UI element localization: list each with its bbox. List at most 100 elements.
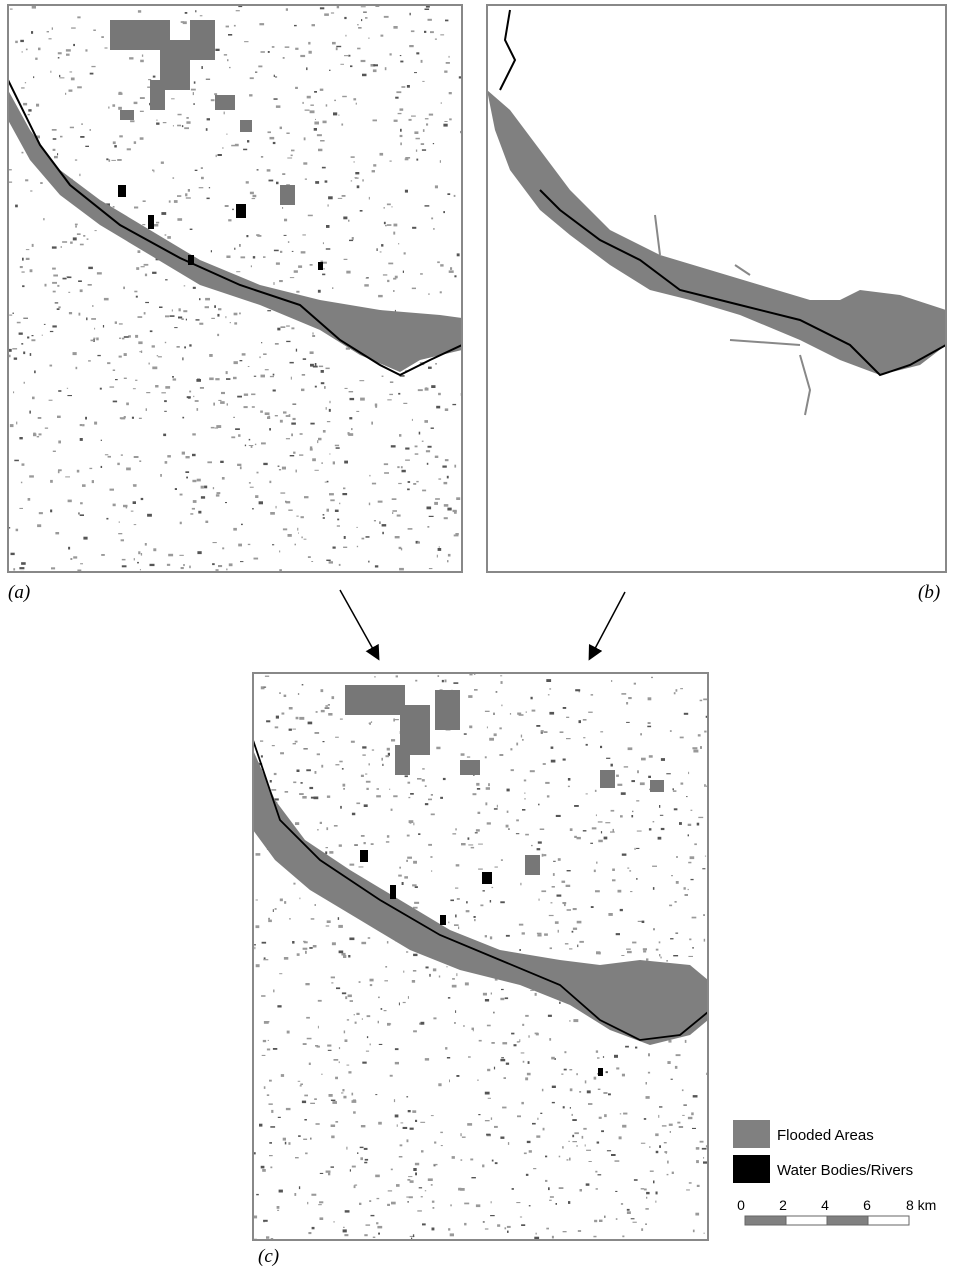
- speckle: [437, 555, 438, 558]
- speckle: [213, 403, 215, 406]
- speckle: [667, 1161, 669, 1164]
- speckle: [338, 917, 339, 920]
- speckle: [267, 169, 271, 171]
- speckle: [689, 939, 691, 941]
- speckle: [273, 390, 276, 392]
- speckle: [315, 470, 319, 471]
- speckle: [226, 256, 230, 259]
- speckle: [321, 370, 324, 373]
- speckle: [635, 1047, 637, 1049]
- speckle: [427, 463, 429, 465]
- speckle: [675, 933, 678, 934]
- speckle: [556, 815, 561, 817]
- speckle: [314, 122, 319, 125]
- speckle: [169, 200, 171, 202]
- speckle: [308, 722, 313, 725]
- speckle: [268, 131, 272, 133]
- speckle: [572, 1114, 573, 1116]
- speckle: [351, 180, 352, 181]
- speckle: [430, 31, 434, 33]
- speckle: [334, 100, 336, 101]
- speckle: [568, 1201, 570, 1204]
- speckle: [644, 1118, 646, 1120]
- speckle: [573, 928, 577, 930]
- speckle: [546, 1228, 549, 1230]
- speckle: [364, 804, 368, 807]
- speckle: [670, 1131, 671, 1133]
- panel-label: (c): [258, 1246, 279, 1267]
- speckle: [362, 538, 365, 540]
- speckle: [295, 822, 299, 825]
- speckle: [12, 348, 17, 349]
- speckle: [323, 517, 325, 519]
- speckle: [409, 119, 412, 121]
- speckle: [143, 200, 146, 202]
- speckle: [391, 1169, 393, 1171]
- speckle: [297, 953, 300, 956]
- speckle: [287, 158, 292, 159]
- speckle: [73, 44, 75, 46]
- speckle: [249, 482, 251, 484]
- speckle: [213, 487, 214, 489]
- speckle: [295, 48, 298, 50]
- speckle: [309, 787, 313, 789]
- speckle: [421, 1150, 424, 1152]
- speckle: [659, 1106, 662, 1107]
- speckle: [688, 772, 689, 774]
- speckle: [270, 1167, 272, 1169]
- speckle: [431, 428, 434, 429]
- speckle: [418, 833, 420, 835]
- speckle: [691, 879, 694, 880]
- speckle: [331, 977, 335, 979]
- speckle: [526, 1174, 529, 1176]
- speckle: [559, 1156, 561, 1158]
- speckle: [646, 1096, 650, 1099]
- speckle: [304, 941, 308, 943]
- speckle: [357, 1152, 358, 1154]
- speckle: [43, 218, 44, 220]
- speckle: [225, 316, 226, 318]
- speckle: [273, 990, 274, 993]
- speckle: [301, 782, 303, 784]
- speckle: [301, 516, 304, 518]
- speckle: [107, 362, 110, 364]
- speckle: [283, 1138, 286, 1141]
- speckle: [577, 945, 578, 948]
- speckle: [193, 287, 196, 289]
- speckle: [608, 1093, 611, 1095]
- speckle: [686, 796, 687, 797]
- speckle: [96, 338, 99, 341]
- speckle: [275, 798, 279, 800]
- speckle: [101, 440, 102, 441]
- speckle: [411, 30, 415, 32]
- speckle: [344, 536, 346, 539]
- speckle: [304, 1095, 308, 1097]
- speckle: [105, 47, 108, 48]
- speckle: [274, 250, 279, 252]
- speckle: [337, 525, 340, 526]
- speckle: [73, 556, 77, 558]
- speckle: [185, 193, 187, 196]
- speckle: [628, 697, 632, 699]
- speckle: [485, 935, 487, 937]
- speckle: [524, 780, 526, 782]
- speckle: [320, 89, 324, 91]
- speckle: [192, 508, 195, 510]
- speckle: [50, 510, 52, 513]
- speckle: [299, 717, 304, 720]
- speckle: [485, 1120, 490, 1121]
- speckle: [407, 835, 410, 837]
- speckle: [381, 758, 383, 761]
- speckle: [395, 1048, 399, 1050]
- speckle: [431, 814, 435, 816]
- speckle: [637, 831, 642, 832]
- speckle: [86, 318, 87, 321]
- speckle: [692, 1128, 696, 1129]
- speckle: [510, 713, 511, 715]
- speckle: [309, 947, 312, 949]
- speckle: [603, 1092, 607, 1094]
- speckle: [426, 450, 430, 452]
- speckle: [150, 330, 153, 332]
- speckle: [485, 999, 489, 1002]
- speckle: [405, 157, 410, 159]
